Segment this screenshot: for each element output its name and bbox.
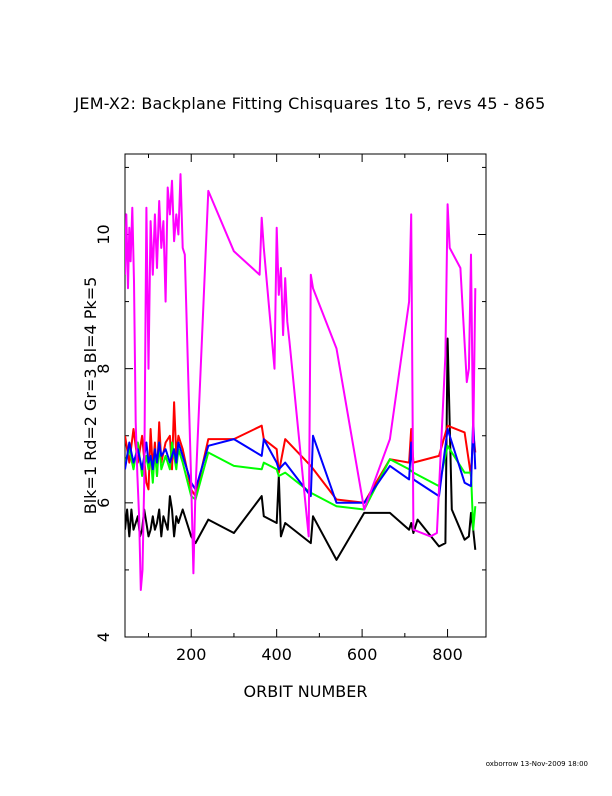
y-tick-label: 8 xyxy=(94,364,113,374)
series-group xyxy=(125,173,477,591)
x-tick-label: 200 xyxy=(176,645,207,664)
x-tick-label: 800 xyxy=(432,645,463,664)
series-line-2 xyxy=(125,401,477,504)
x-tick-label: 400 xyxy=(261,645,292,664)
y-axis-label: Blk=1 Rd=2 Gr=3 Bl=4 Pk=5 xyxy=(81,277,100,515)
y-tick-label: 10 xyxy=(94,224,113,244)
x-tick-label: 600 xyxy=(347,645,378,664)
chart-title: JEM-X2: Backplane Fitting Chisquares 1to… xyxy=(74,94,546,113)
footer-stamp: oxborrow 13-Nov-2009 18:00 xyxy=(485,760,588,768)
plot-frame xyxy=(124,153,487,638)
y-tick-label: 6 xyxy=(94,498,113,508)
x-axis-label: ORBIT NUMBER xyxy=(244,682,368,701)
series-line-5 xyxy=(125,173,477,591)
y-tick-label: 4 xyxy=(94,632,113,642)
